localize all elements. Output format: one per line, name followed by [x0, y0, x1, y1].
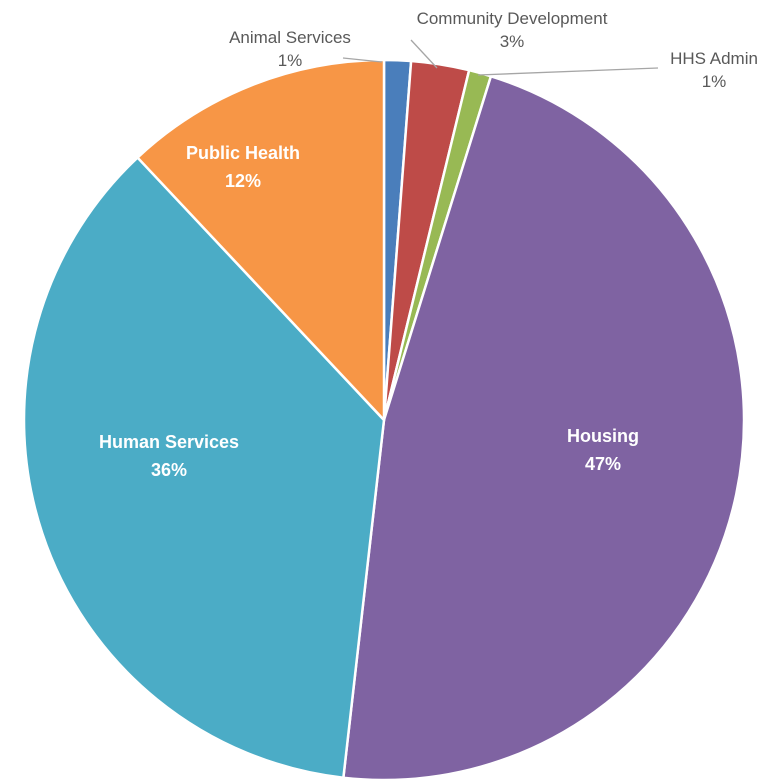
label-hhs-admin: HHS Admin: [670, 49, 758, 68]
pct-animal-services: 1%: [278, 51, 303, 70]
pct-housing: 47%: [585, 454, 621, 474]
slice-public-health: [136, 58, 386, 422]
label-public-health: Public Health: [186, 143, 300, 163]
label-human-services: Human Services: [99, 432, 239, 452]
leader-hhs-admin: [477, 67, 659, 76]
label-animal-services: Animal Services: [229, 28, 351, 47]
slice-housing: [342, 75, 746, 780]
pie-slices: [22, 58, 746, 780]
leader-lines: [342, 39, 659, 76]
slice-labels: Animal Services 1% Community Development 3%…: [99, 9, 758, 480]
pct-hhs-admin: 1%: [702, 72, 727, 91]
label-housing: Housing: [567, 426, 639, 446]
pct-human-services: 36%: [151, 460, 187, 480]
leader-community-development: [410, 39, 438, 69]
slice-human-services: [22, 156, 386, 779]
label-community-development: Community Development: [417, 9, 608, 28]
pct-community-development: 3%: [500, 32, 525, 51]
pct-public-health: 12%: [225, 171, 261, 191]
leader-animal-services: [342, 57, 383, 63]
